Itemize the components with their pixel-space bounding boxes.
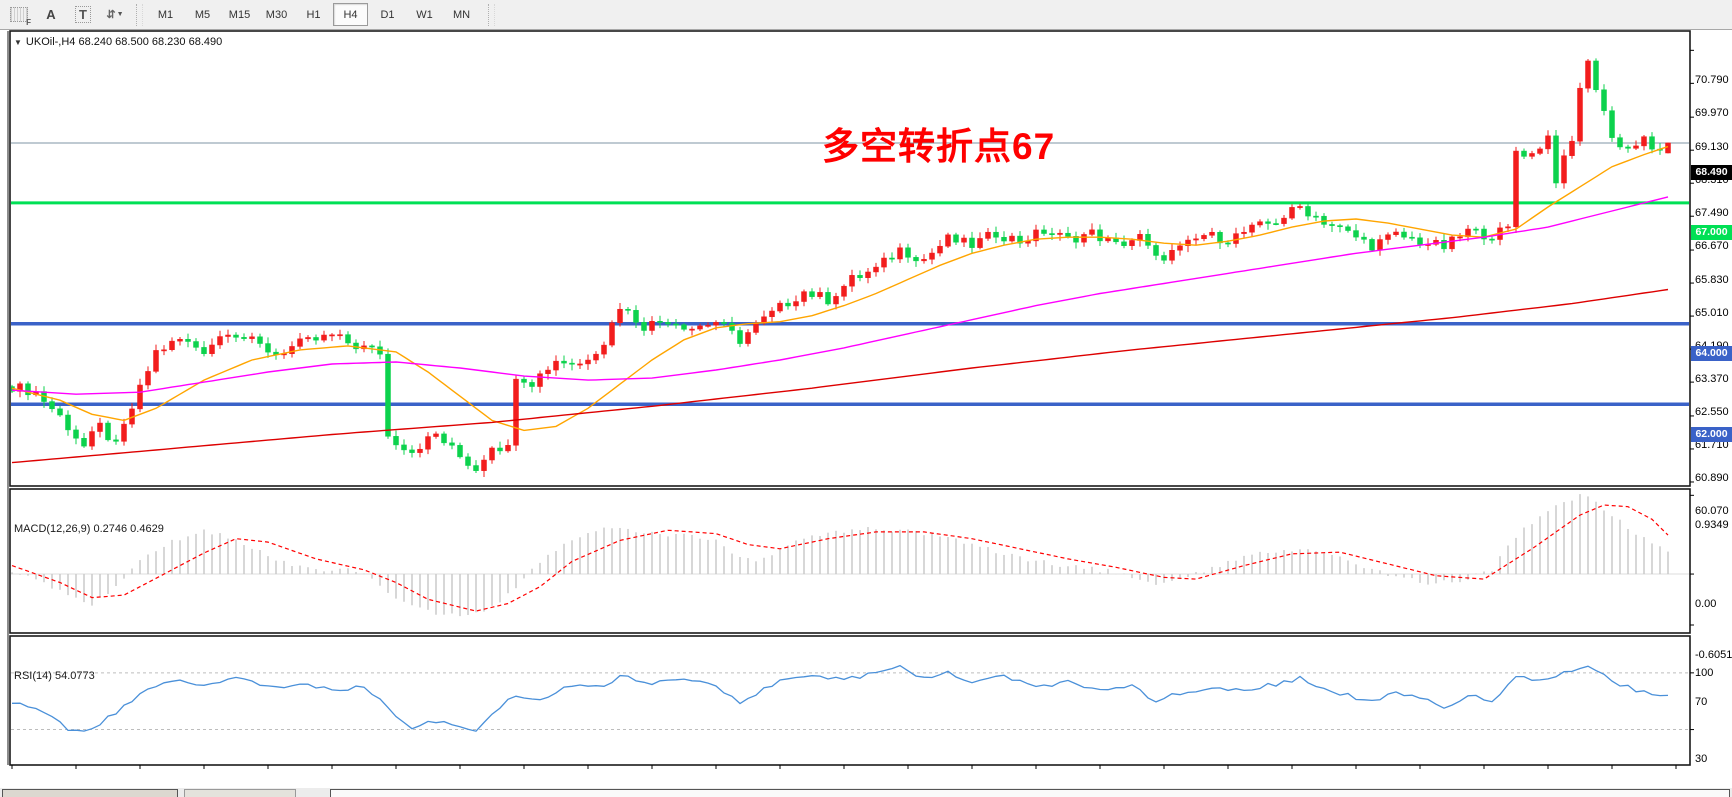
chart-tab[interactable] xyxy=(330,789,1730,797)
rsi-indicator-label: RSI(14) 54.0773 xyxy=(14,670,95,682)
chart-tab-bar[interactable] xyxy=(0,788,1732,797)
ma-mid-magenta xyxy=(11,196,1669,395)
macd-indicator-label: MACD(12,26,9) 0.2746 0.4629 xyxy=(14,523,164,535)
price-tag-62.000[interactable]: 62.000 xyxy=(1691,426,1732,442)
price-axis-label: 61.710 xyxy=(1695,439,1729,452)
toolbar-separator xyxy=(488,3,495,26)
timeframe-button-m1[interactable]: M1 xyxy=(157,8,174,21)
text-tool-icon[interactable]: T xyxy=(70,4,96,26)
toolbar: F A T ⇵ ▼ M1 M5 M15 M30 H1 H4 D1 W1 MN xyxy=(0,0,1732,30)
price-axis-label: 65.830 xyxy=(1695,273,1729,286)
price-axis-label: 65.010 xyxy=(1695,306,1729,319)
timeframe-button-d1[interactable]: D1 xyxy=(380,8,395,21)
dropdown-caret-icon[interactable]: ▼ xyxy=(116,11,124,18)
price-axis-label: 66.670 xyxy=(1695,239,1729,252)
symbol-header: ▼ UKOil-,H4 68.240 68.500 68.230 68.490 xyxy=(14,36,222,48)
rsi-axis-label: 100 xyxy=(1695,666,1714,679)
chart-annotation-text: 多空转折点67 xyxy=(822,126,1056,167)
timeframe-button-mn[interactable]: MN xyxy=(452,8,471,21)
price-tag-64.000[interactable]: 64.000 xyxy=(1691,346,1732,362)
ma-slow-red xyxy=(11,288,1669,464)
chart-tab[interactable] xyxy=(2,789,178,797)
price-axis-label: 62.550 xyxy=(1695,405,1729,418)
candlestick-layer xyxy=(11,58,1689,477)
price-tag-67.000[interactable]: 67.000 xyxy=(1691,225,1732,241)
macd-pane[interactable] xyxy=(9,488,1691,634)
indicator-template-icon[interactable]: F xyxy=(6,4,32,27)
main-pane[interactable] xyxy=(9,30,1691,487)
price-axis-label: 63.370 xyxy=(1695,372,1729,385)
macd-axis-label: -0.6051 xyxy=(1695,648,1732,661)
timeframe-button-m5[interactable]: M5 xyxy=(194,8,211,21)
symbol-ohlc-text: UKOil-,H4 68.240 68.500 68.230 68.490 xyxy=(25,36,223,48)
ma-fast-orange xyxy=(11,145,1669,432)
timeframe-button-h4[interactable]: H4 xyxy=(333,3,368,26)
toolbar-separator xyxy=(136,3,143,26)
letter-a-label-icon[interactable]: A xyxy=(46,7,56,22)
rsi-layer xyxy=(11,664,1689,732)
rsi-axis-label: 70 xyxy=(1695,696,1708,709)
chart-canvas[interactable] xyxy=(0,30,1732,788)
macd-axis-label: 0.00 xyxy=(1695,597,1717,610)
chart-tab[interactable] xyxy=(184,789,296,797)
rsi-line xyxy=(11,664,1669,732)
timeframe-button-m15[interactable]: M15 xyxy=(228,8,251,21)
timeframe-button-h1[interactable]: H1 xyxy=(306,8,321,21)
macd-signal-line xyxy=(11,504,1669,612)
rsi-pane[interactable] xyxy=(9,635,1691,766)
timeframe-button-m30[interactable]: M30 xyxy=(265,8,288,21)
macd-axis-label: 0.9349 xyxy=(1695,518,1729,531)
price-axis-label: 67.490 xyxy=(1695,206,1729,219)
symbol-dropdown-icon[interactable]: ▼ xyxy=(14,38,22,47)
price-axis-label: 69.970 xyxy=(1695,106,1729,119)
price-axis-label: 70.790 xyxy=(1695,73,1729,86)
price-axis-label: 69.130 xyxy=(1695,140,1729,153)
price-axis-label: 60.070 xyxy=(1695,505,1729,518)
timeframe-button-group: M1 M5 M15 M30 H1 H4 D1 W1 MN xyxy=(147,3,480,26)
object-arrows-icon[interactable]: ⇵ ▼ xyxy=(106,9,124,21)
macd-layer xyxy=(11,494,1689,617)
chart-window[interactable]: ▼ UKOil-,H4 68.240 68.500 68.230 68.490 多… xyxy=(0,30,1732,788)
rsi-axis-label: 30 xyxy=(1695,753,1708,766)
price-axis-label: 60.890 xyxy=(1695,472,1729,485)
price-tag-68.490: 68.490 xyxy=(1691,165,1732,181)
timeframe-button-w1[interactable]: W1 xyxy=(416,8,433,21)
